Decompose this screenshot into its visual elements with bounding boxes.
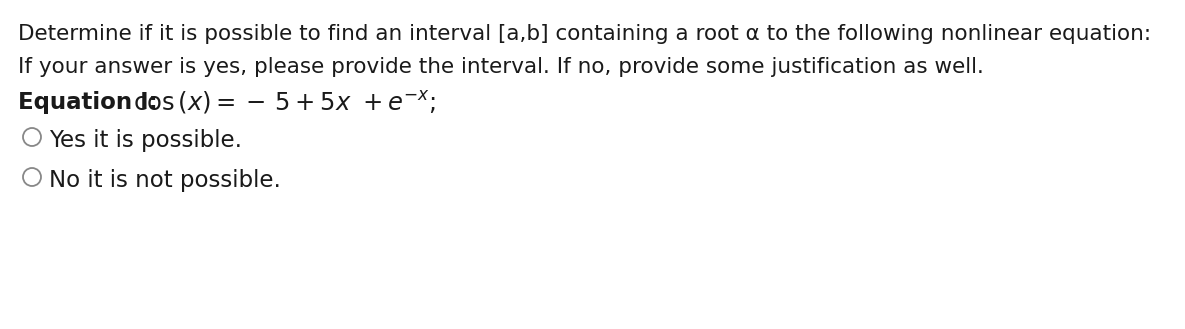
Text: No it is not possible.: No it is not possible. bbox=[49, 169, 281, 192]
Text: Equation I:: Equation I: bbox=[18, 91, 166, 114]
Text: $\mathrm{cos}\,(x) = -\,5 + 5x\ +e^{-x};$: $\mathrm{cos}\,(x) = -\,5 + 5x\ +e^{-x};… bbox=[133, 89, 436, 116]
Text: Determine if it is possible to find an interval [a,b] containing a root α to the: Determine if it is possible to find an i… bbox=[18, 24, 1151, 44]
Text: If your answer is yes, please provide the interval. If no, provide some justific: If your answer is yes, please provide th… bbox=[18, 57, 984, 77]
Text: Yes it is possible.: Yes it is possible. bbox=[49, 129, 242, 152]
